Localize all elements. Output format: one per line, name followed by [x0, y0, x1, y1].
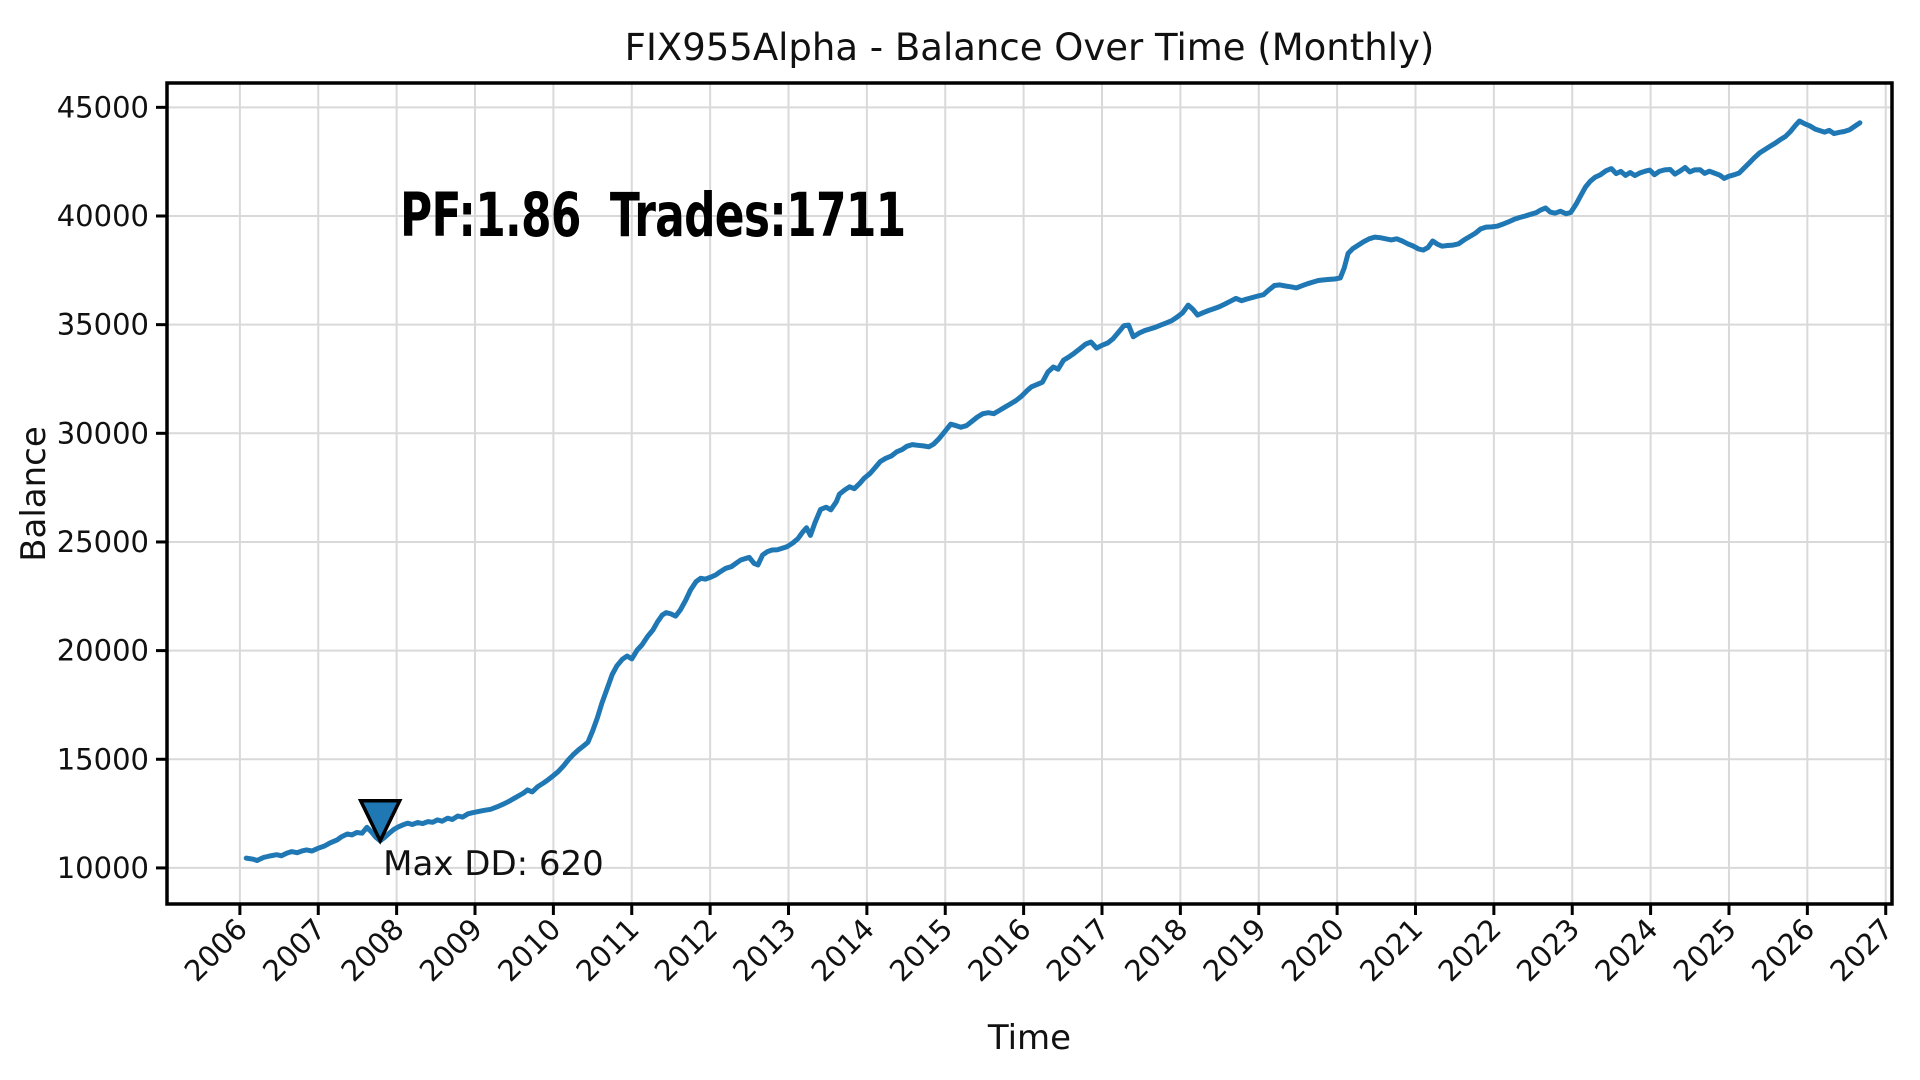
svg-text:2015: 2015: [883, 912, 959, 988]
svg-text:15000: 15000: [57, 742, 149, 776]
svg-text:2009: 2009: [413, 912, 489, 988]
svg-text:2027: 2027: [1823, 912, 1899, 988]
svg-text:2024: 2024: [1588, 912, 1664, 988]
x-axis-label: Time: [987, 1018, 1072, 1058]
svg-text:2013: 2013: [726, 912, 802, 988]
svg-text:2007: 2007: [256, 912, 332, 988]
svg-text:2017: 2017: [1040, 912, 1116, 988]
svg-text:2014: 2014: [805, 912, 881, 988]
svg-text:10000: 10000: [57, 851, 149, 885]
svg-text:20000: 20000: [57, 634, 149, 668]
svg-text:2021: 2021: [1353, 912, 1429, 988]
svg-text:25000: 25000: [57, 525, 149, 559]
svg-text:2008: 2008: [334, 912, 410, 988]
svg-text:40000: 40000: [57, 199, 149, 233]
svg-text:2011: 2011: [569, 912, 645, 988]
svg-text:2020: 2020: [1275, 912, 1351, 988]
svg-text:2019: 2019: [1196, 912, 1272, 988]
svg-text:45000: 45000: [57, 90, 149, 124]
svg-text:35000: 35000: [57, 308, 149, 342]
svg-text:2012: 2012: [648, 912, 724, 988]
y-axis-label: Balance: [14, 426, 54, 562]
stats-annotation: PF:1.86 Trades:1711: [400, 180, 906, 251]
svg-text:2026: 2026: [1745, 912, 1821, 988]
chart-title: FIX955Alpha - Balance Over Time (Monthly…: [624, 26, 1435, 69]
svg-text:2023: 2023: [1510, 912, 1586, 988]
svg-text:2006: 2006: [178, 912, 254, 988]
svg-text:2018: 2018: [1118, 912, 1194, 988]
svg-text:2010: 2010: [491, 912, 567, 988]
svg-text:30000: 30000: [57, 416, 149, 450]
svg-text:2016: 2016: [961, 912, 1037, 988]
max-dd-annotation: Max DD: 620: [383, 843, 604, 884]
svg-text:2022: 2022: [1432, 912, 1508, 988]
svg-text:2025: 2025: [1667, 912, 1743, 988]
